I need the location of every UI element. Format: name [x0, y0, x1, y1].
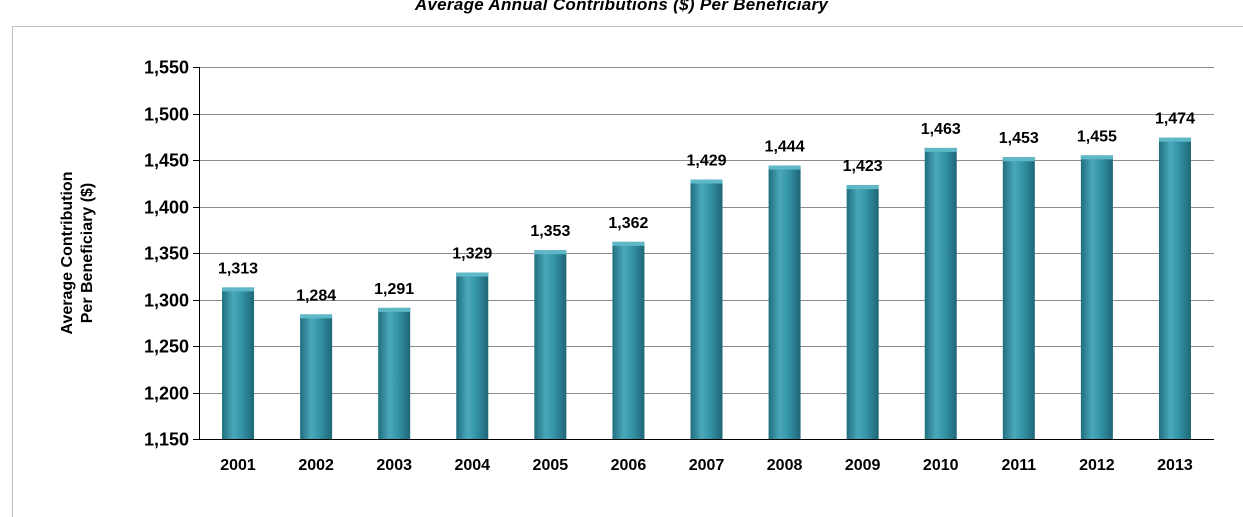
bar-2001 [222, 287, 255, 439]
x-tick-label: 2010 [923, 457, 959, 474]
data-label: 1,362 [608, 215, 648, 232]
y-tick-label: 1,450 [144, 151, 189, 171]
bar-top-2003 [378, 307, 411, 312]
bar-top-2007 [690, 179, 723, 184]
data-label: 1,291 [374, 281, 414, 298]
bar-2008 [768, 165, 801, 439]
bar-top-2013 [1158, 137, 1191, 142]
bar-2007 [690, 179, 723, 439]
chart-title: Average Annual Contributions ($) Per Ben… [414, 0, 829, 14]
data-label: 1,353 [530, 223, 570, 240]
data-labels: 1,313 1,284 1,291 1,329 1,353 1,362 1,429 1,444… [218, 111, 1195, 305]
bar-2012 [1080, 155, 1113, 439]
bar-2005 [534, 250, 567, 439]
data-label: 1,313 [218, 260, 258, 277]
bar-top-2012 [1080, 155, 1113, 160]
bar-top-2005 [534, 250, 567, 255]
y-axis-label-line-1: Average Contribution [59, 172, 76, 335]
y-tick-label: 1,500 [144, 105, 189, 125]
y-tick-label: 1,250 [144, 337, 189, 357]
bar-2002 [300, 314, 333, 439]
x-tick-label: 2002 [298, 457, 334, 474]
bar-top-2001 [222, 287, 255, 292]
gridlines [199, 67, 1214, 394]
data-label: 1,453 [999, 130, 1039, 147]
bar-2006 [612, 241, 645, 439]
y-tick-label: 1,300 [144, 291, 189, 311]
bar-top-2011 [1002, 157, 1035, 162]
x-tick-label: 2003 [376, 457, 412, 474]
bar-top-2002 [300, 314, 333, 319]
x-tick-label: 2005 [533, 457, 569, 474]
data-label: 1,444 [765, 139, 805, 156]
y-axis-label: Average Contribution Per Beneficiary ($) [59, 172, 96, 335]
x-tick-label: 2008 [767, 457, 803, 474]
x-tick-label: 2009 [845, 457, 881, 474]
data-label: 1,284 [296, 287, 336, 304]
bar-top-2006 [612, 241, 645, 246]
y-tick-label: 1,350 [144, 244, 189, 264]
bar-2013 [1158, 137, 1191, 439]
y-tick-label: 1,150 [144, 430, 189, 450]
bars [222, 137, 1191, 439]
data-label: 1,423 [843, 158, 883, 175]
y-axis-label-line-2: Per Beneficiary ($) [79, 183, 96, 324]
y-tick-label: 1,400 [144, 198, 189, 218]
bar-2004 [456, 272, 489, 439]
data-label: 1,474 [1155, 111, 1195, 128]
bar-top-2008 [768, 165, 801, 170]
bar-2003 [378, 307, 411, 439]
data-label: 1,463 [921, 121, 961, 138]
x-tick-label: 2004 [454, 457, 490, 474]
y-tick-label: 1,200 [144, 384, 189, 404]
bar-2009 [846, 185, 879, 439]
data-label: 1,329 [452, 246, 492, 263]
bar-2010 [924, 147, 957, 439]
x-tick-label: 2007 [689, 457, 725, 474]
y-tick-label: 1,550 [144, 58, 189, 78]
x-tick-label: 2012 [1079, 457, 1115, 474]
bar-top-2010 [924, 147, 957, 152]
x-tick-label: 2013 [1157, 457, 1193, 474]
x-tick-label: 2011 [1001, 457, 1036, 474]
data-label: 1,455 [1077, 128, 1117, 145]
bar-top-2004 [456, 272, 489, 277]
data-label: 1,429 [686, 153, 726, 170]
bar-2011 [1002, 157, 1035, 439]
x-tick-label: 2001 [220, 457, 256, 474]
bar-top-2009 [846, 185, 879, 190]
axes: 1,150 1,200 1,250 1,300 1,350 1,400 1,450 1,500… [144, 58, 1214, 474]
x-tick-label: 2006 [611, 457, 647, 474]
chart-frame [12, 26, 1243, 517]
